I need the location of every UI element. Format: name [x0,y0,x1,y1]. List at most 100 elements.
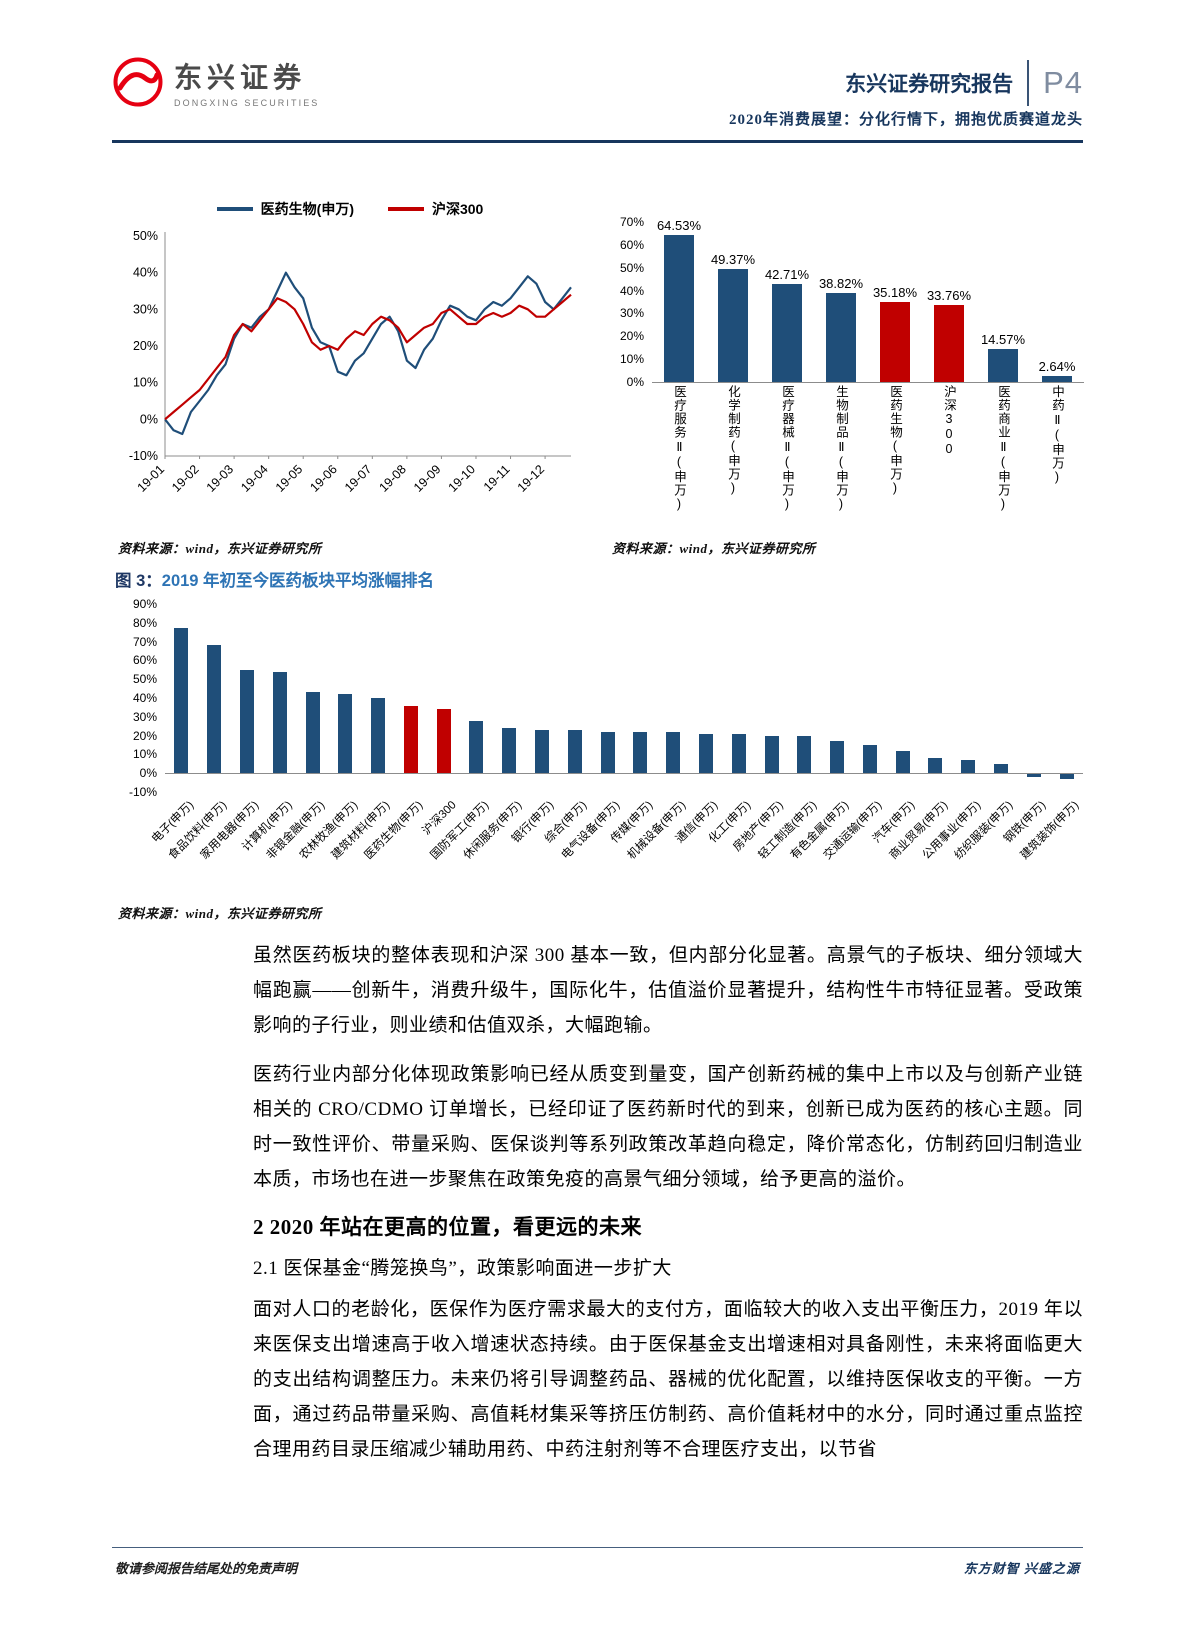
bar [272,671,287,774]
bar [436,709,451,774]
svg-text:19-08: 19-08 [376,462,409,495]
bar [207,645,222,774]
x-axis-label: 中药Ⅱ(申万) [1050,385,1064,485]
bar [403,705,418,774]
svg-text:19-11: 19-11 [481,462,513,494]
legend-swatch [387,207,424,211]
figure-3-label: 图 3： [115,572,162,590]
x-axis-label: 医药生物(申万) [888,385,902,496]
bar [862,745,877,774]
line-chart-legend: 医药生物(申万) 沪深300 [115,198,585,220]
bar-value-label: 14.57% [980,331,1026,347]
body-text: 虽然医药板块的整体表现和沪深 300 基本一致，但内部分化显著。高景气的子板块、… [253,938,1083,1481]
bar [305,692,320,774]
bar-value-label: 38.82% [818,276,864,292]
svg-text:20%: 20% [133,339,158,353]
bar-value-label: 2.64% [1038,358,1076,374]
bar [718,269,748,382]
svg-text:19-09: 19-09 [411,462,444,495]
svg-text:19-03: 19-03 [204,462,237,495]
svg-text:19-07: 19-07 [342,462,375,495]
footer-slogan: 东方财智 兴盛之源 [963,1561,1080,1576]
bar [371,698,386,774]
paragraph-3: 面对人口的老龄化，医保作为医疗需求最大的支付方，面临较大的收入支出平衡压力，20… [253,1299,1083,1460]
bar [1026,773,1041,777]
legend-label: 医药生物(申万) [260,201,354,217]
pharma-subsector-bar-chart: 70% 60% 50% 40% 30% 20% 10% 0% 64.53% 49.37% 42.71… [606,200,1084,528]
y-axis-label: 90% [132,597,157,611]
source-note: 资料来源：wind，东兴证券研究所 [612,541,816,556]
y-axis-label: 60% [132,653,157,668]
bar [664,234,694,382]
svg-text:19-12: 19-12 [515,462,548,495]
bar [666,731,681,774]
paragraph-2: 医药行业内部分化体现政策影响已经从质变到量变，国产创新药械的集中上市以及与创新产… [253,1064,1083,1190]
svg-text:10%: 10% [133,376,158,390]
legend-item: 沪深300 [387,199,483,219]
svg-text:50%: 50% [133,229,158,243]
bar-value-label: 64.53% [656,217,702,233]
bar [174,628,189,774]
paragraph-1: 虽然医药板块的整体表现和沪深 300 基本一致，但内部分化显著。高景气的子板块、… [253,945,1083,1036]
y-axis-label: -10% [128,785,157,799]
y-axis-label: 0% [139,766,157,781]
sector-ranking-bar-chart: 90% 80% 70% 60% 50% 40% 30% 20% 10% 0% -10% 电子(申万) 食… [115,597,1083,892]
bar [961,760,976,774]
y-axis-label: 60% [619,237,644,252]
source-note: 资料来源：wind，东兴证券研究所 [118,541,322,556]
bar [826,293,856,382]
bar [1042,375,1072,382]
svg-text:0%: 0% [140,412,158,426]
subsection-heading-2-1: 2.1 医保基金“腾笼换鸟”，政策影响面进一步扩大 [253,1258,672,1279]
bar [895,750,910,774]
bar [338,694,353,774]
x-axis-line [165,772,1083,774]
y-axis-label: 40% [132,691,157,705]
bar [469,720,484,774]
bar-value-label: 49.37% [710,252,756,268]
bar-value-label: 33.76% [926,287,972,303]
legend-swatch [216,207,253,211]
bar [1059,773,1074,779]
x-axis-label: 医药商业Ⅱ(申万) [996,385,1010,512]
svg-text:30%: 30% [133,302,158,316]
y-axis-label: 30% [619,306,644,321]
svg-text:40%: 40% [133,266,158,280]
footer-disclaimer: 敬请参阅报告结尾处的免责声明 [115,1561,298,1576]
x-axis-label: 生物制品Ⅱ(申万) [834,385,848,512]
bar [880,301,910,382]
x-axis-label: 医疗服务Ⅱ(申万) [672,385,686,512]
svg-text:-10%: -10% [129,449,158,463]
header-rule [112,140,1083,143]
y-axis-label: 0% [626,375,644,389]
bar [239,669,254,774]
y-axis-label: 70% [132,634,157,649]
y-axis-label: 10% [132,747,157,762]
bar [988,348,1018,382]
y-axis-label: 20% [132,728,157,743]
y-axis-label: 70% [619,215,644,229]
pharma-vs-hs300-line-chart: 医药生物(申万) 沪深300 50% 40% 30% 20% 10% 0% -10% 19-01… [115,198,585,527]
bar [600,731,615,774]
bar [928,758,943,774]
svg-text:19-01: 19-01 [135,462,168,495]
svg-text:19-06: 19-06 [307,462,340,495]
bar [772,284,802,382]
y-axis-label: 50% [619,260,644,275]
page-number: P4 [1043,65,1083,100]
bar [698,733,713,774]
report-subtitle: 2020年消费展望：分化行情下，拥抱优质赛道龙头 [728,112,1083,128]
source-note: 资料来源：wind，东兴证券研究所 [118,906,322,921]
bar [633,731,648,774]
report-series-title: 东兴证券研究报告 [845,73,1014,96]
bar [797,735,812,774]
x-axis-label: 沪深300 [942,385,956,457]
bar [535,729,550,774]
bar [502,728,517,774]
bar [934,304,964,382]
bar-value-label: 35.18% [872,284,918,300]
line-chart-plot: 50% 40% 30% 20% 10% 0% -10% 19-01 19-02 19-03 19-0… [115,222,585,527]
x-axis-line [652,381,1084,383]
section-heading-2: 2 2020 年站在更高的位置，看更远的未来 [253,1215,642,1239]
